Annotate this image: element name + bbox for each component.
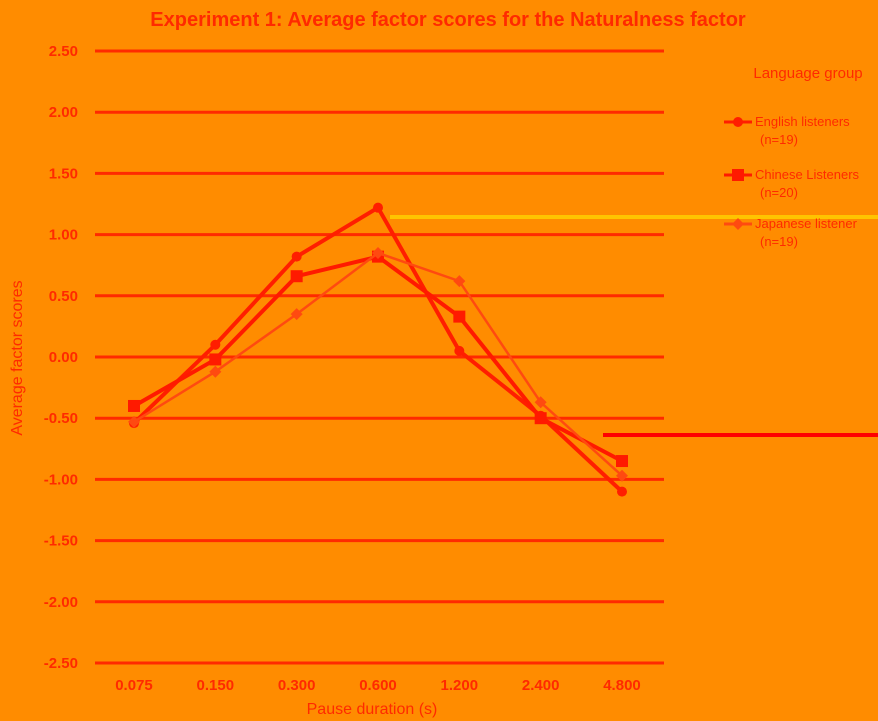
x-tick-label: 0.300: [278, 677, 316, 694]
data-point: [616, 455, 628, 468]
legend-marker: [733, 117, 743, 127]
chart-title: Experiment 1: Average factor scores for …: [150, 9, 746, 31]
y-tick-label: -1.00: [44, 471, 78, 488]
legend-item: Japanese listener (n=19): [724, 216, 858, 249]
legend-label: English listeners: [755, 114, 850, 129]
data-point: [372, 246, 384, 259]
data-point: [291, 251, 302, 262]
legend-label: Chinese Listeners: [755, 167, 860, 182]
data-point: [209, 353, 222, 366]
x-tick-label: 4.800: [603, 677, 641, 694]
data-point: [616, 469, 628, 482]
legend: Language group English listeners (n=19) Ch…: [724, 65, 863, 249]
data-point: [209, 365, 222, 378]
x-tick-label: 2.400: [522, 677, 560, 694]
legend-label: Japanese listener: [755, 216, 858, 231]
series-line: [133, 254, 623, 463]
series-3: [128, 246, 628, 482]
y-tick-label: -2.00: [44, 594, 78, 611]
data-point: [534, 396, 547, 409]
legend-marker: [732, 169, 744, 181]
data-point: [128, 399, 140, 412]
x-tick-label: 0.150: [197, 677, 235, 694]
legend-title: Language group: [753, 65, 862, 82]
data-point: [128, 415, 140, 428]
data-point: [454, 345, 465, 356]
x-tick-label: 0.600: [359, 677, 397, 694]
gridlines: [95, 49, 664, 665]
data-point: [617, 486, 627, 497]
x-tick-label: 0.075: [115, 677, 153, 694]
legend-n-label: (n=19): [760, 132, 798, 147]
data-point: [453, 310, 466, 323]
x-axis-label: Pause duration (s): [307, 701, 438, 718]
x-tick-label: 1.200: [441, 677, 479, 694]
legend-item: Chinese Listeners (n=20): [724, 167, 860, 200]
y-tick-label: 1.50: [49, 165, 78, 182]
legend-marker: [732, 218, 744, 230]
y-tick-label: -1.50: [44, 533, 78, 550]
y-tick-label: -2.50: [44, 655, 78, 672]
legend-n-label: (n=19): [760, 234, 798, 249]
legend-item: English listeners (n=19): [724, 114, 850, 147]
overlay-lines: [390, 215, 878, 437]
y-tick-label: 1.00: [49, 227, 78, 244]
y-tick-label: 2.50: [49, 43, 78, 60]
data-point: [290, 270, 303, 283]
data-point: [453, 275, 466, 288]
y-axis-label: Average factor scores: [9, 280, 26, 435]
y-tick-label: 0.50: [49, 288, 78, 305]
x-tick-labels: 0.075 0.150 0.300 0.600 1.200 2.400 4.800: [115, 677, 641, 694]
legend-n-label: (n=20): [760, 185, 798, 200]
series-lines: [128, 202, 628, 497]
data-point: [373, 202, 383, 213]
series-1: [129, 202, 627, 497]
y-tick-label: 2.00: [49, 104, 78, 121]
data-point: [534, 412, 547, 425]
y-tick-labels: 2.50 2.00 1.50 1.00 0.50 0.00 -0.50 -1.00 -1.50 -…: [44, 43, 78, 672]
y-tick-label: -0.50: [44, 410, 78, 427]
data-point: [290, 308, 303, 321]
y-tick-label: 0.00: [49, 349, 78, 366]
data-point: [210, 339, 221, 350]
